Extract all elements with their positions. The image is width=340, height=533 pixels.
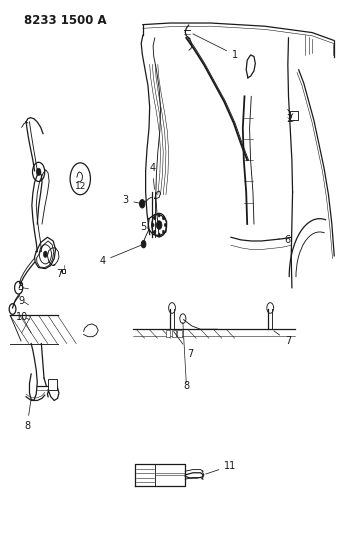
Circle shape [156, 221, 162, 229]
Text: 7: 7 [274, 331, 291, 346]
Text: 6: 6 [278, 235, 291, 245]
Circle shape [152, 223, 154, 227]
Text: 4: 4 [149, 163, 155, 189]
Text: 7: 7 [56, 270, 62, 279]
Circle shape [158, 214, 160, 217]
Bar [177, 330, 182, 337]
Text: 3: 3 [17, 282, 23, 292]
Text: 7: 7 [174, 332, 193, 359]
Text: 2: 2 [286, 114, 293, 124]
Text: 10: 10 [16, 312, 28, 322]
Text: 5: 5 [140, 222, 152, 232]
FancyBboxPatch shape [290, 111, 298, 120]
Text: 8: 8 [183, 381, 189, 391]
Text: 12: 12 [74, 182, 86, 191]
Text: 4: 4 [99, 245, 141, 266]
Text: 9: 9 [19, 296, 25, 306]
Circle shape [154, 230, 156, 233]
Circle shape [158, 233, 160, 236]
Circle shape [141, 240, 146, 248]
Circle shape [163, 230, 165, 233]
Bar [166, 330, 170, 337]
Text: 11: 11 [206, 461, 236, 474]
Bar [172, 330, 176, 337]
Circle shape [44, 251, 47, 257]
Bar [62, 269, 65, 273]
Text: 1: 1 [193, 34, 238, 60]
Circle shape [36, 168, 41, 175]
Circle shape [164, 223, 166, 227]
Bar [48, 379, 56, 390]
Text: 8233 1500 A: 8233 1500 A [24, 14, 107, 27]
Circle shape [139, 199, 145, 208]
Text: 3: 3 [122, 195, 139, 205]
Circle shape [163, 217, 165, 220]
Text: 8: 8 [24, 401, 31, 431]
Circle shape [154, 217, 156, 220]
